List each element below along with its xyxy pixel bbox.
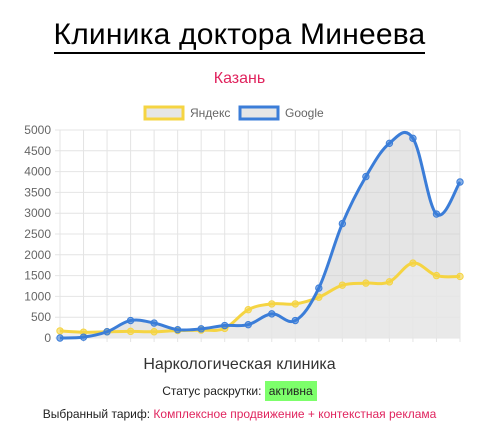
data-point bbox=[432, 210, 441, 218]
y-tick-label: 1000 bbox=[24, 289, 51, 303]
legend-label: Яндекс bbox=[190, 106, 230, 120]
data-point bbox=[56, 334, 64, 342]
data-point bbox=[103, 328, 111, 336]
status-badge: активна bbox=[264, 381, 317, 401]
data-point bbox=[385, 278, 394, 286]
page-title: Клиника доктора Минеева bbox=[0, 18, 479, 54]
y-tick-label: 4000 bbox=[24, 165, 51, 179]
data-point bbox=[268, 310, 276, 318]
data-point bbox=[150, 319, 158, 327]
data-point bbox=[409, 134, 417, 143]
y-tick-label: 2000 bbox=[24, 248, 51, 262]
tariff-info: Выбранный тариф: Комплексное продвижение… bbox=[0, 407, 479, 421]
data-point bbox=[221, 321, 229, 330]
data-point bbox=[268, 300, 276, 308]
data-point bbox=[126, 327, 135, 336]
data-point bbox=[338, 281, 347, 289]
data-point bbox=[244, 320, 252, 329]
data-point bbox=[56, 327, 64, 335]
data-point bbox=[197, 325, 205, 333]
data-point bbox=[150, 328, 158, 336]
traffic-chart: 0 500 1000 1500 2000 2500 3000 3500 4000 4500 5000… bbox=[24, 105, 464, 345]
status-label: Статус раскрутки: bbox=[162, 384, 262, 398]
data-point bbox=[338, 219, 347, 228]
y-tick-label: 3000 bbox=[24, 206, 51, 220]
data-point bbox=[126, 316, 135, 325]
promotion-status: Статус раскрутки: активна bbox=[0, 381, 479, 401]
data-point bbox=[315, 284, 323, 292]
data-point bbox=[244, 306, 252, 314]
data-point bbox=[173, 325, 182, 334]
y-tick-label: 4500 bbox=[24, 144, 51, 158]
data-point bbox=[385, 139, 394, 148]
data-point bbox=[432, 271, 441, 280]
tariff-label: Выбранный тариф: bbox=[42, 407, 151, 421]
y-tick-label: 1500 bbox=[24, 269, 51, 283]
clinic-name: Клиника доктора Минеева bbox=[53, 18, 426, 54]
legend-swatch bbox=[238, 105, 280, 121]
y-tick-label: 0 bbox=[44, 331, 51, 345]
y-tick-label: 3500 bbox=[24, 185, 51, 199]
series-area-0 bbox=[60, 263, 460, 338]
data-point bbox=[291, 300, 299, 308]
data-point bbox=[362, 172, 370, 181]
y-tick-label: 2500 bbox=[24, 227, 51, 241]
data-point bbox=[291, 316, 299, 325]
y-tick-label: 5000 bbox=[24, 123, 51, 137]
data-point bbox=[79, 333, 88, 341]
data-point bbox=[456, 178, 464, 186]
chart-x-label: Наркологическая клиника bbox=[143, 356, 336, 373]
tariff-value: Комплексное продвижение + контекстная ре… bbox=[153, 407, 437, 421]
legend-swatch bbox=[143, 105, 185, 121]
city-label: Казань bbox=[213, 70, 266, 87]
y-tick-label: 500 bbox=[31, 310, 51, 324]
data-point bbox=[362, 279, 370, 287]
data-point bbox=[409, 259, 417, 267]
legend-label: Google bbox=[285, 106, 324, 120]
data-point bbox=[456, 272, 464, 281]
